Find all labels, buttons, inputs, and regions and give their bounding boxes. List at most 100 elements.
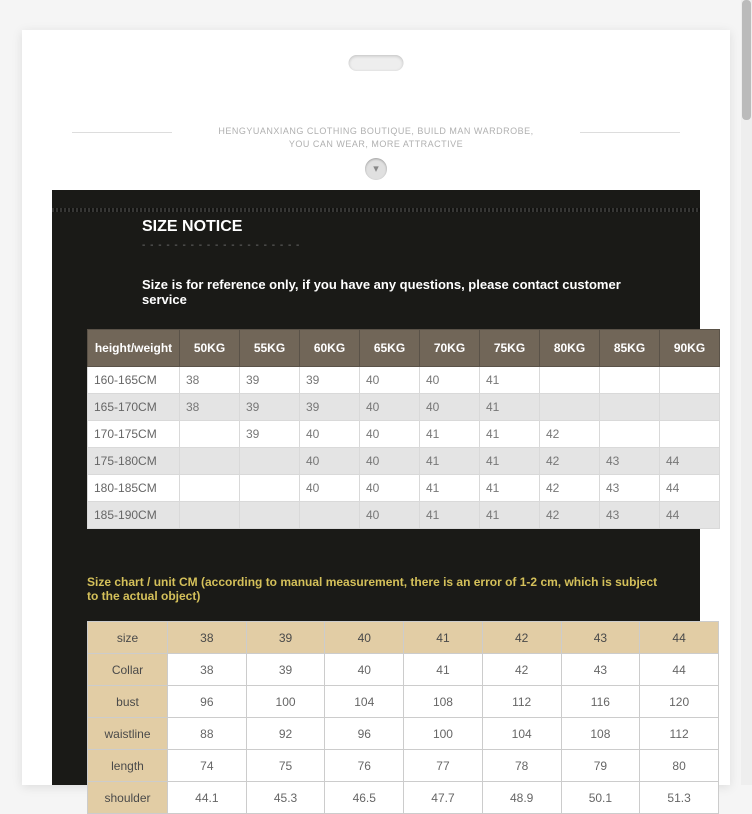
t2-cell: 38 bbox=[168, 654, 247, 686]
t1-col-header: 90KG bbox=[660, 330, 720, 367]
t1-cell bbox=[540, 394, 600, 421]
t1-cell: 42 bbox=[540, 475, 600, 502]
t2-cell: 104 bbox=[325, 686, 404, 718]
t2-cell: 51.3 bbox=[640, 782, 719, 814]
t1-cell: 41 bbox=[480, 367, 540, 394]
t1-cell: 42 bbox=[540, 502, 600, 529]
t1-cell: 41 bbox=[480, 421, 540, 448]
t1-col-header: 70KG bbox=[420, 330, 480, 367]
t1-cell: 41 bbox=[420, 475, 480, 502]
t2-col-header: 44 bbox=[640, 622, 719, 654]
t2-cell: 112 bbox=[482, 686, 561, 718]
t2-cell: 88 bbox=[168, 718, 247, 750]
t1-cell: 41 bbox=[420, 448, 480, 475]
t2-cell: 47.7 bbox=[404, 782, 483, 814]
t1-cell: 40 bbox=[360, 448, 420, 475]
page-card: HENGYUANXIANG CLOTHING BOUTIQUE, BUILD M… bbox=[22, 30, 730, 785]
t1-cell bbox=[180, 448, 240, 475]
t1-cell: 38 bbox=[180, 367, 240, 394]
t2-cell: 76 bbox=[325, 750, 404, 782]
t1-cell: 42 bbox=[540, 448, 600, 475]
t2-cell: 108 bbox=[404, 686, 483, 718]
t1-cell bbox=[540, 367, 600, 394]
t1-cell: 40 bbox=[420, 394, 480, 421]
height-weight-table: height/weight50KG55KG60KG65KG70KG75KG80K… bbox=[87, 329, 720, 529]
t1-cell: 39 bbox=[240, 367, 300, 394]
t2-cell: 100 bbox=[404, 718, 483, 750]
t1-cell bbox=[180, 421, 240, 448]
t1-cell: 42 bbox=[540, 421, 600, 448]
t1-cell bbox=[660, 394, 720, 421]
t1-cell: 41 bbox=[480, 502, 540, 529]
t1-cell bbox=[240, 448, 300, 475]
t1-cell: 39 bbox=[300, 394, 360, 421]
t1-cell: 43 bbox=[600, 475, 660, 502]
t2-cell: 116 bbox=[561, 686, 640, 718]
t1-cell bbox=[300, 502, 360, 529]
title-underline: - - - - - - - - - - - - - - - - - - - - bbox=[142, 240, 665, 251]
brand-line1: HENGYUANXIANG CLOTHING BOUTIQUE, BUILD M… bbox=[22, 125, 730, 138]
t1-cell: 39 bbox=[240, 394, 300, 421]
t2-row-header: waistline bbox=[88, 718, 168, 750]
t2-cell: 43 bbox=[561, 654, 640, 686]
t2-cell: 104 bbox=[482, 718, 561, 750]
t2-col-header: 41 bbox=[404, 622, 483, 654]
t2-cell: 96 bbox=[325, 718, 404, 750]
t1-cell bbox=[180, 502, 240, 529]
t2-cell: 45.3 bbox=[246, 782, 325, 814]
t1-cell bbox=[180, 475, 240, 502]
t2-col-header: 42 bbox=[482, 622, 561, 654]
t1-cell: 44 bbox=[660, 475, 720, 502]
t2-cell: 40 bbox=[325, 654, 404, 686]
t1-cell: 40 bbox=[300, 475, 360, 502]
t2-col-header: 40 bbox=[325, 622, 404, 654]
t1-cell bbox=[660, 421, 720, 448]
t2-cell: 108 bbox=[561, 718, 640, 750]
t1-cell bbox=[600, 367, 660, 394]
panel-title: SIZE NOTICE bbox=[142, 218, 665, 236]
t2-cell: 46.5 bbox=[325, 782, 404, 814]
t2-cell: 80 bbox=[640, 750, 719, 782]
t2-cell: 100 bbox=[246, 686, 325, 718]
t1-row-header: 160-165CM bbox=[88, 367, 180, 394]
t2-cell: 77 bbox=[404, 750, 483, 782]
t2-cell: 78 bbox=[482, 750, 561, 782]
scrollbar-thumb[interactable] bbox=[742, 0, 751, 120]
t1-cell: 40 bbox=[420, 367, 480, 394]
t1-col-header: 60KG bbox=[300, 330, 360, 367]
t2-cell: 112 bbox=[640, 718, 719, 750]
t1-cell bbox=[240, 475, 300, 502]
t2-row-header: shoulder bbox=[88, 782, 168, 814]
t1-cell: 39 bbox=[240, 421, 300, 448]
t1-row-header: 180-185CM bbox=[88, 475, 180, 502]
top-notch bbox=[349, 55, 404, 71]
t1-cell: 40 bbox=[360, 502, 420, 529]
t2-cell: 39 bbox=[246, 654, 325, 686]
t2-cell: 75 bbox=[246, 750, 325, 782]
brand-tagline: HENGYUANXIANG CLOTHING BOUTIQUE, BUILD M… bbox=[22, 125, 730, 150]
t2-cell: 79 bbox=[561, 750, 640, 782]
scrollbar-track[interactable] bbox=[741, 0, 752, 785]
t1-cell: 44 bbox=[660, 502, 720, 529]
t2-cell: 41 bbox=[404, 654, 483, 686]
t1-row-header: 175-180CM bbox=[88, 448, 180, 475]
t1-row-header: 170-175CM bbox=[88, 421, 180, 448]
t2-col-header: 43 bbox=[561, 622, 640, 654]
t2-cell: 50.1 bbox=[561, 782, 640, 814]
t1-cell: 41 bbox=[480, 394, 540, 421]
notice-text: Size is for reference only, if you have … bbox=[142, 277, 665, 307]
t1-cell: 40 bbox=[360, 475, 420, 502]
size-chart-note: Size chart / unit CM (according to manua… bbox=[87, 575, 665, 603]
t1-cell: 43 bbox=[600, 502, 660, 529]
t1-cell: 40 bbox=[300, 421, 360, 448]
t1-cell: 43 bbox=[600, 448, 660, 475]
t1-col-header: 65KG bbox=[360, 330, 420, 367]
t1-cell bbox=[660, 367, 720, 394]
t2-cell: 48.9 bbox=[482, 782, 561, 814]
t1-row-header: 185-190CM bbox=[88, 502, 180, 529]
t1-cell: 40 bbox=[360, 367, 420, 394]
t2-cell: 44.1 bbox=[168, 782, 247, 814]
size-panel: SIZE NOTICE - - - - - - - - - - - - - - … bbox=[52, 190, 700, 785]
t1-row-header: 165-170CM bbox=[88, 394, 180, 421]
t1-cell: 41 bbox=[480, 448, 540, 475]
